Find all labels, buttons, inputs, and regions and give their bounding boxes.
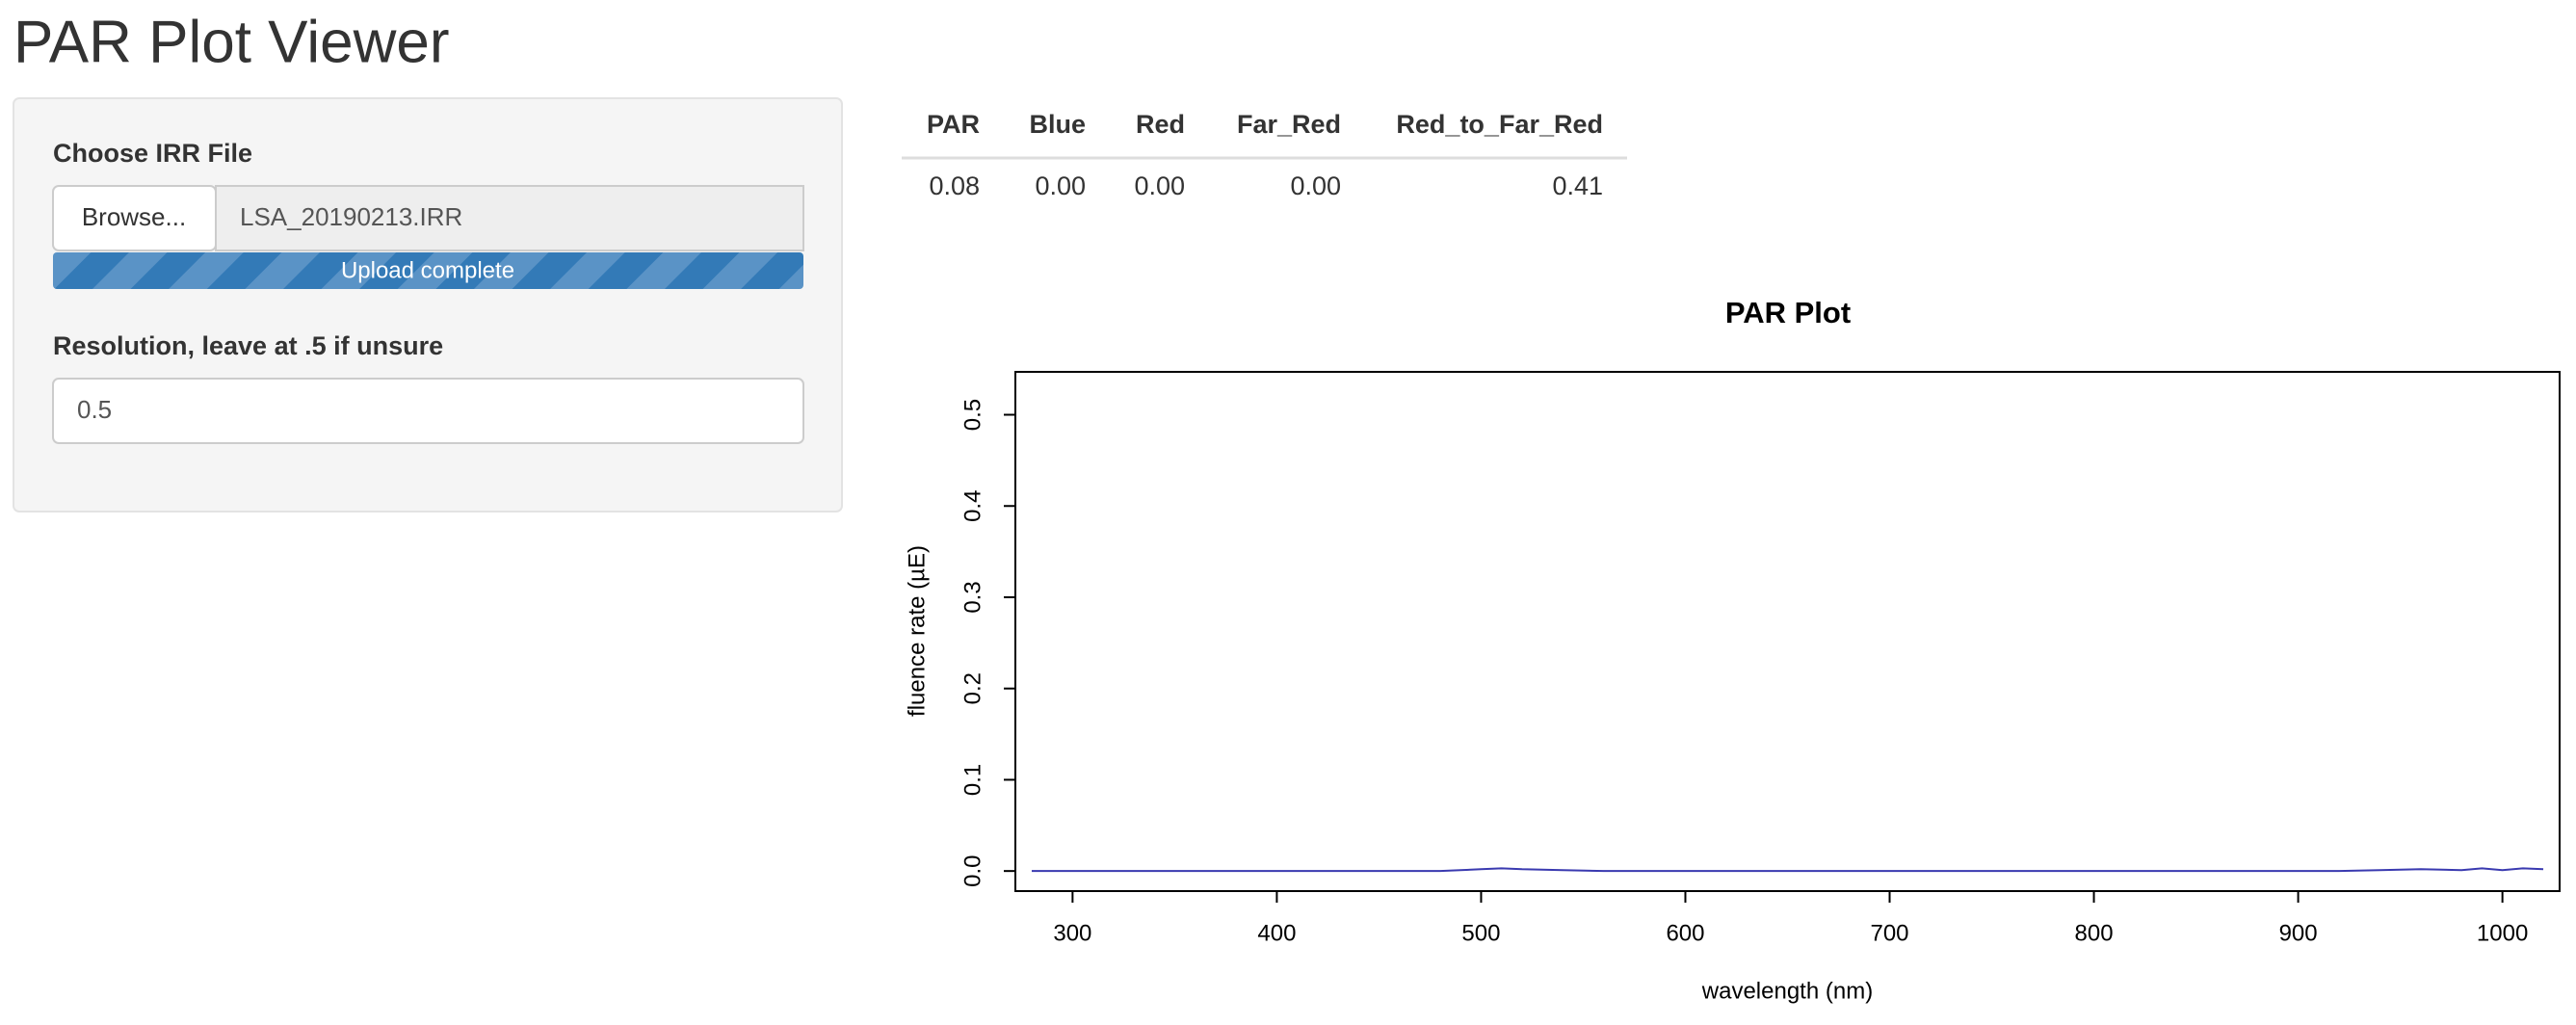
x-axis-label: wavelength (nm) (1701, 978, 1873, 1004)
table-cell: 0.00 (1134, 171, 1185, 200)
table-header: Red_to_Far_Red (1396, 110, 1603, 139)
plot-box (1014, 371, 2561, 892)
x-tick-label: 300 (1053, 920, 1091, 946)
y-tick-label: 0.2 (959, 672, 986, 704)
x-tick-label: 500 (1461, 920, 1500, 946)
x-tick-label: 700 (1870, 920, 1908, 946)
y-axis-label: fluence rate (µE) (904, 545, 930, 717)
table-cell: 0.08 (929, 171, 980, 200)
progress-text: Upload complete (341, 257, 514, 283)
table-cell: 0.41 (1552, 171, 1603, 200)
chart-title: PAR Plot (1725, 296, 1851, 329)
table-cell: 0.00 (1035, 171, 1086, 200)
page-title: PAR Plot Viewer (13, 9, 450, 75)
x-tick-label: 400 (1257, 920, 1296, 946)
table-header: Far_Red (1237, 110, 1341, 139)
spectrum-line (1031, 867, 2544, 873)
resolution-value[interactable]: 0.5 (77, 395, 112, 424)
table-header: Blue (1029, 110, 1086, 139)
table-header: PAR (927, 110, 980, 139)
y-tick-label: 0.4 (959, 490, 986, 522)
progress-bar (53, 252, 803, 289)
resolution-label: Resolution, leave at .5 if unsure (53, 331, 443, 360)
file-name: LSA_20190213.IRR (240, 202, 462, 231)
y-tick-label: 0.1 (959, 764, 986, 796)
y-tick-label: 0.5 (959, 399, 986, 431)
resolution-input[interactable] (52, 378, 804, 444)
browse-button-label[interactable]: Browse... (82, 202, 186, 231)
y-tick-label: 0.0 (959, 854, 986, 886)
x-tick-label: 800 (2075, 920, 2114, 946)
table-header: Red (1136, 110, 1185, 139)
x-tick-label: 900 (2279, 920, 2318, 946)
x-tick-label: 600 (1666, 920, 1704, 946)
y-tick-label: 0.3 (959, 581, 986, 613)
x-tick-label: 1000 (2477, 920, 2528, 946)
file-label: Choose IRR File (53, 139, 252, 168)
table-cell: 0.00 (1290, 171, 1341, 200)
file-name-field (215, 185, 804, 251)
